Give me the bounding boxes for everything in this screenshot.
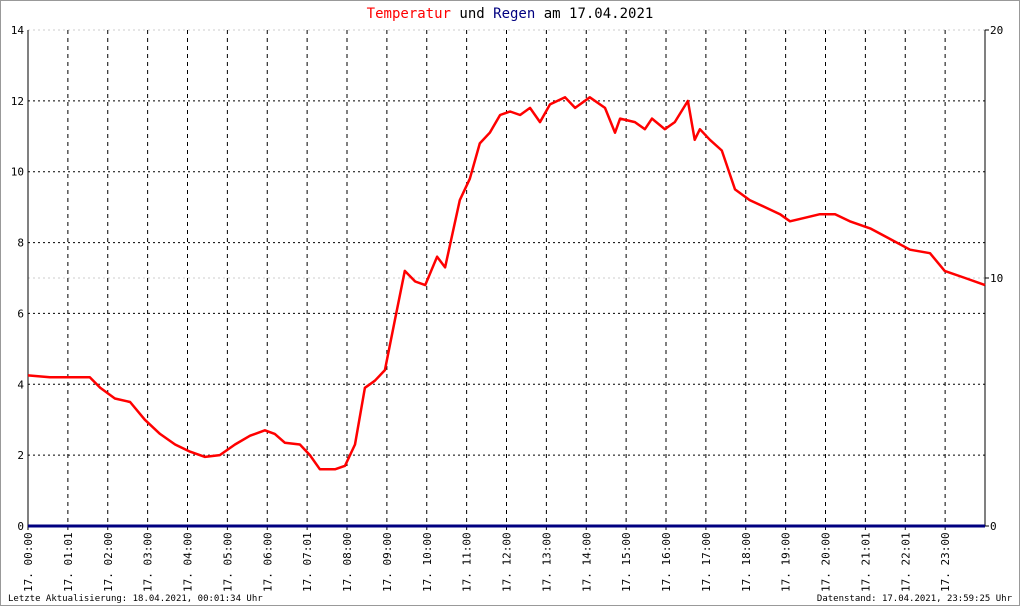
x-tick-label: 17. 21:01 [859, 532, 872, 592]
y2-tick-label: 20 [990, 24, 1003, 37]
y2-tick-label: 10 [990, 272, 1003, 285]
x-tick-label: 17. 09:00 [381, 532, 394, 592]
x-tick-label: 17. 14:00 [580, 532, 593, 592]
y-tick-label: 12 [11, 95, 24, 108]
y-tick-label: 8 [17, 237, 24, 250]
footer-right: Datenstand: 17.04.2021, 23:59:25 Uhr [817, 594, 1013, 604]
x-tick-label: 17. 19:00 [780, 532, 793, 592]
x-tick-label: 17. 15:00 [620, 532, 633, 592]
title-suffix: am 17.04.2021 [544, 6, 654, 22]
title-temperature: Temperatur [367, 6, 451, 22]
x-tick-label: 17. 13:00 [540, 532, 553, 592]
x-tick-label: 17. 02:00 [102, 532, 115, 592]
footer-left: Letzte Aktualisierung: 18.04.2021, 00:01… [8, 594, 263, 604]
x-tick-label: 17. 18:00 [740, 532, 753, 592]
y2-tick-label: 0 [990, 520, 997, 533]
title-connector: und [459, 6, 484, 22]
x-tick-label: 17. 08:00 [341, 532, 354, 592]
x-tick-label: 17. 20:00 [820, 532, 833, 592]
chart-title: Temperatur und Regen am 17.04.2021 [367, 6, 654, 22]
x-tick-label: 17. 06:00 [261, 532, 274, 592]
y-tick-label: 0 [17, 520, 24, 533]
x-tick-label: 17. 05:00 [221, 532, 234, 592]
x-tick-label: 17. 00:00 [22, 532, 35, 592]
y-tick-label: 4 [17, 378, 24, 391]
y-tick-label: 10 [11, 166, 24, 179]
x-tick-label: 17. 17:00 [700, 532, 713, 592]
x-tick-label: 17. 03:00 [142, 532, 155, 592]
x-tick-label: 17. 04:00 [182, 532, 195, 592]
x-tick-label: 17. 23:00 [939, 532, 952, 592]
y-tick-label: 6 [17, 307, 24, 320]
series-line [27, 96, 986, 471]
y-tick-label: 2 [17, 449, 24, 462]
x-tick-label: 17. 07:01 [301, 532, 314, 592]
x-tick-label: 17. 11:00 [461, 532, 474, 592]
x-tick-label: 17. 10:00 [421, 532, 434, 592]
x-tick-label: 17. 01:01 [62, 532, 75, 592]
x-tick-label: 17. 12:00 [501, 532, 514, 592]
x-tick-label: 17. 16:00 [660, 532, 673, 592]
x-tick-label: 17. 22:01 [899, 532, 912, 592]
y-tick-label: 14 [11, 24, 25, 37]
title-rain: Regen [493, 6, 535, 22]
